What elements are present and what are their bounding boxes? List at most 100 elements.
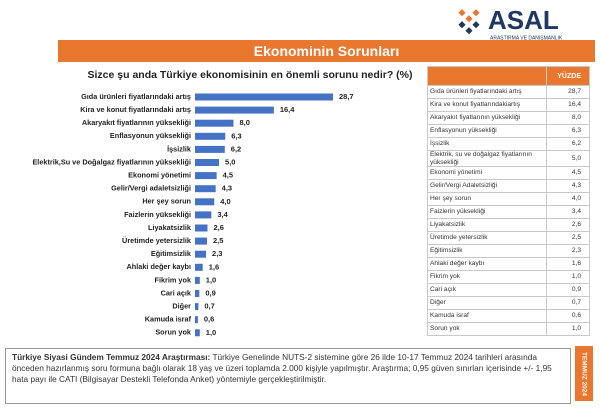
table-header: YÜZDE	[546, 66, 590, 86]
table-row: Liyakatsizlik 2,6	[427, 218, 590, 232]
table-value: 0,7	[546, 296, 590, 310]
value-label: 1,0	[206, 328, 216, 337]
value-label: 4,0	[220, 197, 230, 206]
footer: Türkiye Siyasi Gündem Temmuz 2024 Araştı…	[5, 348, 571, 404]
table-label: Fikrim yok	[427, 270, 547, 284]
category-label: Elektrik,Su ve Doğalgaz fiyatlarının yük…	[32, 157, 191, 166]
bar	[195, 290, 200, 297]
bar	[195, 172, 217, 180]
table-value: 1,6	[546, 257, 590, 271]
category-label: Enflasyonun yüksekliği	[110, 131, 191, 140]
bar	[195, 329, 200, 337]
table-row: Gelir/Vergi Adaletsizliği 4,3	[427, 179, 590, 193]
table-label: Ekonomi yönetimi	[427, 166, 547, 180]
bar	[195, 276, 200, 284]
table-row: Diğer 0,7	[427, 296, 590, 310]
table-row: Kamuda israf 0,6	[427, 309, 590, 323]
side-label: TEMMUZ 2024	[580, 351, 588, 396]
value-label: 3,4	[217, 210, 228, 219]
banner: Ekonominin Sorunları	[58, 40, 595, 62]
category-label: Ekonomi yönetimi	[128, 171, 191, 180]
table-row: Kira ve konut fiyatlarındakiartış 16,4	[427, 98, 590, 112]
table-row: Her şey sorun 4,0	[427, 192, 590, 206]
data-table: YÜZDE Gıda ürünleri fiyatlarındaki artış…	[427, 66, 590, 336]
bar	[195, 303, 199, 311]
table-row: Faizlerin yüksekliği 3,4	[427, 205, 590, 219]
category-label: Liyakatsizlik	[148, 223, 192, 232]
category-label: Ahlaki değer kaybı	[127, 262, 191, 271]
bar	[195, 198, 215, 206]
value-label: 16,4	[280, 105, 295, 114]
table-label: Gelir/Vergi Adaletsizliği	[427, 179, 547, 193]
table-label: Eğitimsizlik	[427, 244, 547, 258]
table-row: Gıda ürünleri fiyatlarındaki artış 28,7	[427, 85, 590, 99]
table-value: 16,4	[546, 98, 590, 112]
table-value: 4,3	[546, 179, 590, 193]
table-row: Elektrik, su ve doğalgaz fiyatlarının yü…	[427, 150, 590, 167]
table-value: 4,0	[546, 192, 590, 206]
table-label: Akaryakıt fiyatlarının yüksekliği	[427, 111, 547, 125]
value-label: 2,5	[213, 236, 223, 245]
category-label: Sorun yok	[155, 328, 192, 337]
category-label: Gıda ürünleri fiyatlarındaki artış	[81, 92, 191, 101]
table-value: 8,0	[546, 111, 590, 125]
table-label: Elektrik, su ve doğalgaz fiyatlarının yü…	[427, 150, 547, 167]
chart: Sizce şu anda Türkiye ekonomisinin en ön…	[32, 69, 413, 337]
value-label: 0,7	[204, 302, 214, 311]
logo-mark	[458, 9, 480, 35]
table-row: Fikrim yok 1,0	[427, 270, 590, 284]
bar	[195, 250, 207, 258]
value-label: 6,2	[231, 144, 241, 153]
table-label: Liyakatsizlik	[427, 218, 547, 232]
table-value: 0,9	[546, 283, 590, 297]
table-value: 1,0	[546, 270, 590, 284]
bar	[195, 211, 212, 219]
table-label: Kamuda israf	[427, 309, 547, 323]
chart-title: Sizce şu anda Türkiye ekonomisinin en ön…	[88, 69, 413, 81]
category-label: Kira ve konut fiyatlarındaki artış	[80, 105, 191, 114]
table-row: Akaryakıt fiyatlarının yüksekliği 8,0	[427, 111, 590, 125]
value-label: 6,3	[231, 131, 241, 140]
bar	[195, 237, 208, 245]
table-label: Ahlaki değer kaybı	[427, 257, 547, 271]
bar	[195, 159, 220, 166]
table-row: İşsizlik 6,2	[427, 137, 590, 151]
category-label: İşsizlik	[167, 144, 192, 153]
value-label: 8,0	[239, 118, 249, 127]
category-label: Fikrim yok	[155, 275, 192, 284]
bar	[195, 224, 208, 232]
category-label: Cari açık	[161, 288, 192, 297]
table-row: Cari açık 0,9	[427, 283, 590, 297]
table-row: Üretimde yetersizlik 2,5	[427, 231, 590, 245]
table-value: 2,3	[546, 244, 590, 258]
category-label: Her şey sorun	[142, 197, 191, 206]
category-label: Akaryakıt fiyatlarının yüksekliği	[82, 118, 191, 127]
footer-text: Türkiye Genelinde NUTS-2 sistemine göre …	[12, 352, 552, 384]
logo: ASAL ARAŞTIRMA VE DANIŞMANLIK	[458, 5, 563, 41]
value-label: 4,3	[222, 184, 232, 193]
table-value: 0,6	[546, 309, 590, 323]
table-label: Kira ve konut fiyatlarındakiartış	[427, 98, 547, 112]
table-value: 6,2	[546, 137, 590, 151]
category-label: Kamuda israf	[145, 315, 192, 324]
category-label: Gelir/Vergi adaletsizliği	[111, 184, 191, 193]
bar	[195, 132, 226, 140]
footer-lead: Türkiye Siyasi Gündem Temmuz 2024 Araştı…	[12, 352, 211, 362]
table-value: 1,0	[546, 322, 590, 336]
value-label: 1,6	[209, 262, 219, 271]
table-label: Her şey sorun	[427, 192, 547, 206]
side-tab: TEMMUZ 2024	[575, 346, 593, 401]
bar	[195, 316, 198, 324]
value-label: 1,0	[206, 275, 216, 284]
table-value: 5,0	[546, 150, 590, 167]
value-label: 28,7	[339, 92, 354, 101]
value-label: 4,5	[223, 171, 233, 180]
value-label: 5,0	[225, 157, 235, 166]
bar	[195, 145, 225, 153]
table-value: 6,3	[546, 124, 590, 138]
table-row: Eğitimsizlik 2,3	[427, 244, 590, 258]
category-label: Faizlerin yüksekliği	[124, 210, 191, 219]
category-label: Diğer	[172, 302, 191, 311]
bar	[195, 93, 333, 101]
logo-name: ASAL	[488, 5, 559, 35]
